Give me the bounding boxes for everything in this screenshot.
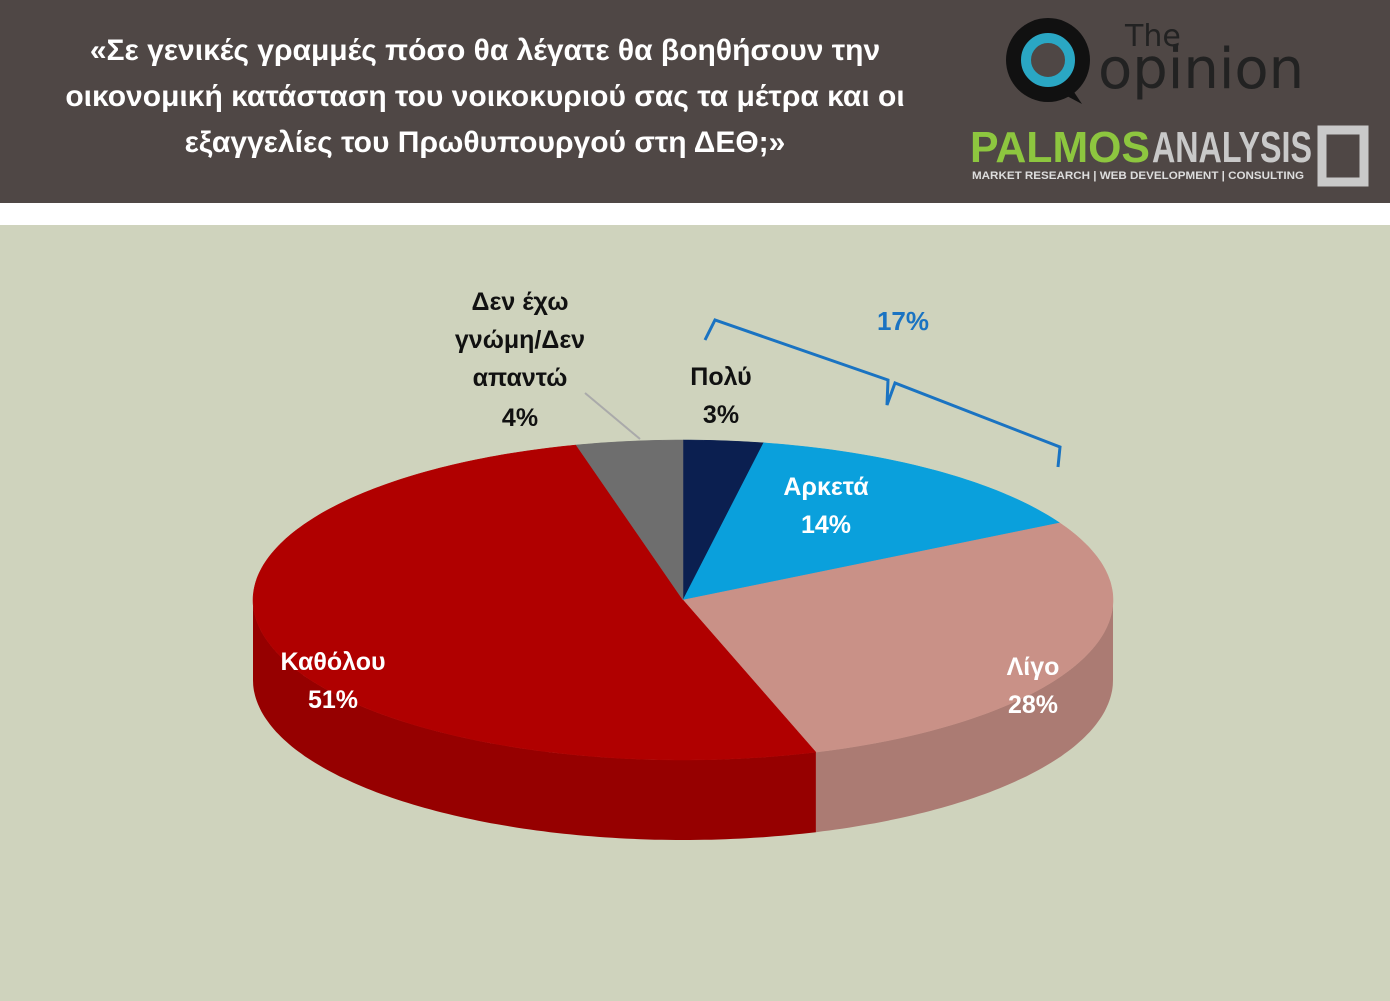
annotation: 17% bbox=[877, 306, 929, 336]
logo-icon-ring bbox=[1021, 33, 1075, 87]
value-label: 28% bbox=[1007, 691, 1059, 719]
value-label: 4% bbox=[501, 404, 539, 432]
category-label: Δεν έχω γνώμη/Δεν απαντώ bbox=[454, 288, 586, 392]
logo-square bbox=[1317, 125, 1369, 187]
value-label: 51% bbox=[307, 686, 359, 714]
logo-the: The bbox=[1124, 19, 1181, 54]
category-label: Πολύ bbox=[690, 363, 752, 391]
logos: The opinion PALMOS ANALYSIS MARKET RESEA… bbox=[970, 18, 1369, 187]
pie-slice bbox=[682, 439, 764, 601]
value-label: 14% bbox=[800, 511, 852, 539]
title: «Σε γενικές γραμμές πόσο θα λέγατε θα βο… bbox=[65, 34, 905, 159]
header: «Σε γενικές γραμμές πόσο θα λέγατε θα βο… bbox=[0, 0, 1390, 203]
logo-analysis: ANALYSIS bbox=[1152, 123, 1312, 172]
pie-slice bbox=[682, 442, 1061, 601]
logo-palmos: PALMOS bbox=[970, 123, 1150, 172]
pie-side bbox=[253, 600, 816, 840]
pie-side bbox=[815, 600, 1113, 833]
category-label: Λίγο bbox=[1006, 653, 1060, 681]
pie-slice bbox=[682, 522, 1114, 753]
value-label: 3% bbox=[702, 401, 740, 429]
bracket bbox=[703, 318, 1062, 468]
pie-slice bbox=[575, 439, 684, 601]
category-label: Καθόλου bbox=[280, 648, 386, 676]
leader-line bbox=[584, 392, 641, 440]
pie-chart: 17% bbox=[252, 306, 1114, 840]
logo-opinion: opinion bbox=[1098, 37, 1304, 102]
logo-icon-tail bbox=[1065, 86, 1082, 104]
plot-area: 17% Πολύ 3% Αρκετά 14% Λίγο 28% Καθόλου 51% Δεν … bbox=[0, 225, 1390, 1001]
logo-tagline: MARKET RESEARCH | WEB DEVELOPMENT | CONS… bbox=[972, 170, 1304, 182]
category-label: Αρκετά bbox=[783, 473, 869, 501]
pie-slice bbox=[252, 444, 817, 761]
